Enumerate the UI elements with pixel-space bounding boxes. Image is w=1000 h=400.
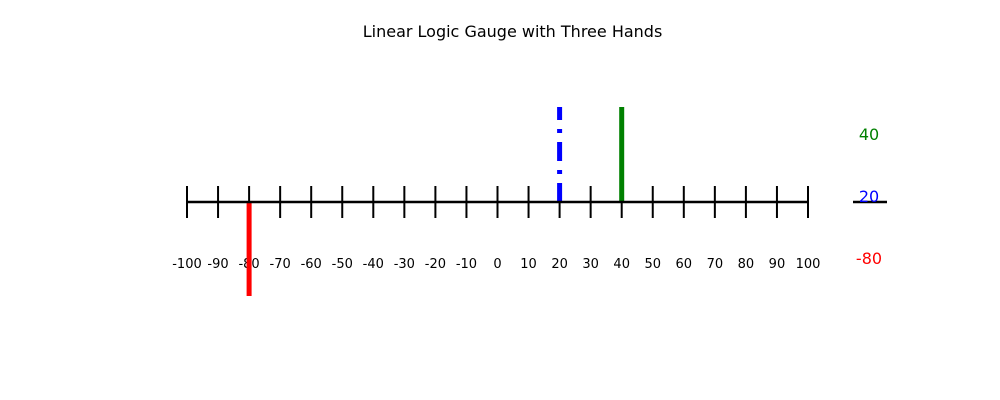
readout-value: 20 — [859, 187, 879, 206]
tick-label: 90 — [769, 257, 786, 272]
tick-label: 30 — [582, 257, 599, 272]
tick-label: 20 — [551, 257, 568, 272]
tick-label: -30 — [394, 257, 415, 272]
gauge-hands — [246, 107, 625, 296]
tick-label: -70 — [270, 257, 291, 272]
tick-label: 10 — [520, 257, 537, 272]
readout-value: -80 — [856, 249, 882, 268]
tick-label: -60 — [301, 257, 322, 272]
tick-label: -10 — [456, 257, 477, 272]
tick-label: -50 — [332, 257, 353, 272]
tick-label: 50 — [644, 257, 661, 272]
gauge-ticks: -100-90-80-70-60-50-40-30-20-10010203040… — [172, 186, 820, 272]
tick-label: 70 — [707, 257, 724, 272]
tick-label: -20 — [425, 257, 446, 272]
tick-label: 80 — [738, 257, 755, 272]
readout-value: 40 — [859, 125, 879, 144]
gauge-readout: 40 20 -80 — [853, 125, 887, 268]
tick-label: 100 — [796, 257, 821, 272]
tick-label: 40 — [613, 257, 630, 272]
tick-label: -40 — [363, 257, 384, 272]
tick-label: 0 — [493, 257, 501, 272]
tick-label: -100 — [172, 257, 202, 272]
chart-title: Linear Logic Gauge with Three Hands — [362, 22, 663, 41]
tick-label: -90 — [207, 257, 228, 272]
tick-label: 60 — [676, 257, 693, 272]
